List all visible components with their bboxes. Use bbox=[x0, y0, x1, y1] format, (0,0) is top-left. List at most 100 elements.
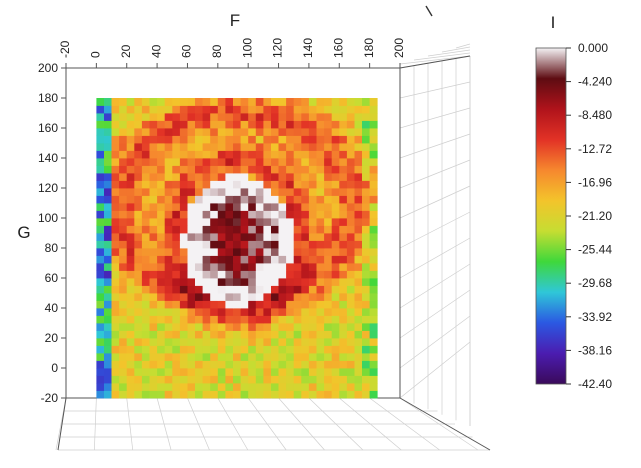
heatmap-cell bbox=[119, 293, 128, 301]
heatmap-cell bbox=[172, 128, 181, 136]
heatmap-cell bbox=[346, 240, 355, 249]
heatmap-cell bbox=[324, 278, 333, 286]
heatmap-cell bbox=[248, 203, 257, 211]
heatmap-cell bbox=[187, 240, 196, 249]
heatmap-cell bbox=[119, 158, 128, 166]
heatmap-cell bbox=[217, 300, 226, 309]
heatmap-cell bbox=[149, 203, 158, 211]
heatmap-cell bbox=[286, 308, 295, 316]
heatmap-cell bbox=[308, 300, 317, 309]
heatmap-cell bbox=[141, 330, 150, 339]
heatmap-cell bbox=[240, 135, 249, 144]
heatmap-cell bbox=[149, 255, 158, 264]
heatmap-cell bbox=[293, 315, 302, 324]
heatmap-cell bbox=[225, 270, 234, 279]
heatmap-cell bbox=[172, 180, 181, 189]
heatmap-cell bbox=[369, 173, 378, 181]
heatmap-cell bbox=[141, 255, 150, 264]
heatmap-cell bbox=[316, 300, 325, 309]
heatmap-cell bbox=[149, 135, 158, 144]
heatmap-cell bbox=[134, 218, 143, 226]
heatmap-cell bbox=[316, 360, 325, 369]
heatmap-cell bbox=[286, 248, 295, 256]
heatmap-cell bbox=[172, 338, 181, 346]
heatmap-cell bbox=[202, 360, 211, 369]
heatmap-cell bbox=[141, 240, 150, 249]
heatmap-cell bbox=[293, 308, 302, 316]
heatmap-cell bbox=[149, 293, 158, 301]
heatmap-cell bbox=[172, 203, 181, 211]
heatmap-cell bbox=[195, 323, 203, 331]
heatmap-cell bbox=[316, 270, 325, 279]
x-tick-label: 120 bbox=[271, 38, 285, 58]
heatmap-cell bbox=[217, 353, 226, 361]
heatmap-cell bbox=[346, 105, 355, 114]
heatmap-cell bbox=[111, 128, 120, 136]
heatmap-cell bbox=[172, 300, 181, 309]
heatmap-cell bbox=[308, 383, 317, 391]
heatmap-cell bbox=[157, 188, 166, 196]
heatmap-cell bbox=[202, 203, 211, 211]
heatmap-cell bbox=[369, 105, 378, 114]
heatmap-cell bbox=[255, 293, 264, 301]
heatmap-cell bbox=[104, 173, 112, 181]
heatmap-cell bbox=[278, 308, 287, 316]
heatmap-cell bbox=[119, 135, 128, 144]
heatmap-cell bbox=[240, 368, 249, 376]
heatmap-cell bbox=[271, 180, 279, 189]
heatmap-cell bbox=[271, 330, 279, 339]
heatmap-cell bbox=[271, 233, 279, 241]
heatmap-cell bbox=[210, 188, 219, 196]
heatmap-cell bbox=[248, 248, 257, 256]
heatmap-cell bbox=[369, 360, 378, 369]
heatmap-cell bbox=[324, 225, 333, 234]
heatmap-cell bbox=[263, 143, 272, 151]
heatmap-cell bbox=[240, 165, 249, 174]
heatmap-cell bbox=[179, 113, 188, 121]
heatmap-cell bbox=[134, 165, 143, 174]
heatmap-cell bbox=[141, 225, 150, 234]
heatmap-cell bbox=[104, 105, 112, 114]
heatmap-cell bbox=[316, 315, 325, 324]
heatmap-cell bbox=[179, 270, 188, 279]
heatmap-cell bbox=[126, 165, 135, 174]
heatmap-cell bbox=[187, 345, 196, 354]
heatmap-cell bbox=[301, 315, 310, 324]
heatmap-cell bbox=[331, 180, 340, 189]
heatmap-cell bbox=[301, 375, 310, 384]
y-tick-label: -20 bbox=[41, 391, 59, 405]
heatmap-cell bbox=[248, 173, 257, 181]
heatmap-cell bbox=[210, 270, 219, 279]
heatmap-cell bbox=[278, 120, 287, 129]
heatmap-cell bbox=[354, 278, 363, 286]
heatmap-cell bbox=[141, 285, 150, 294]
heatmap-cell bbox=[179, 188, 188, 196]
heatmap-cell bbox=[157, 353, 166, 361]
heatmap-cell bbox=[225, 285, 234, 294]
heatmap-cell bbox=[126, 255, 135, 264]
heatmap-cell bbox=[172, 158, 181, 166]
heatmap-cell bbox=[293, 135, 302, 144]
heatmap-cell bbox=[369, 330, 378, 339]
heatmap-cell bbox=[104, 255, 112, 264]
colorbar-tick-label: -16.96 bbox=[578, 175, 612, 189]
heatmap-cell bbox=[149, 158, 158, 166]
heatmap-cell bbox=[240, 390, 249, 399]
heatmap-cell bbox=[217, 143, 226, 151]
heatmap-cell bbox=[179, 240, 188, 249]
heatmap-cell bbox=[233, 263, 241, 271]
heatmap-cell bbox=[301, 143, 310, 151]
heatmap-cell bbox=[263, 308, 272, 316]
heatmap-cell bbox=[119, 390, 128, 399]
y-tick-label: 120 bbox=[38, 181, 58, 195]
heatmap-cell bbox=[179, 195, 188, 204]
heatmap-cell bbox=[233, 270, 241, 279]
heatmap-cell bbox=[354, 330, 363, 339]
heatmap-cell bbox=[233, 158, 241, 166]
heatmap-cell bbox=[172, 383, 181, 391]
heatmap-cell bbox=[172, 105, 181, 114]
heatmap-cell bbox=[339, 345, 348, 354]
x-tick-label: 100 bbox=[240, 38, 254, 58]
heatmap-cell bbox=[225, 135, 234, 144]
